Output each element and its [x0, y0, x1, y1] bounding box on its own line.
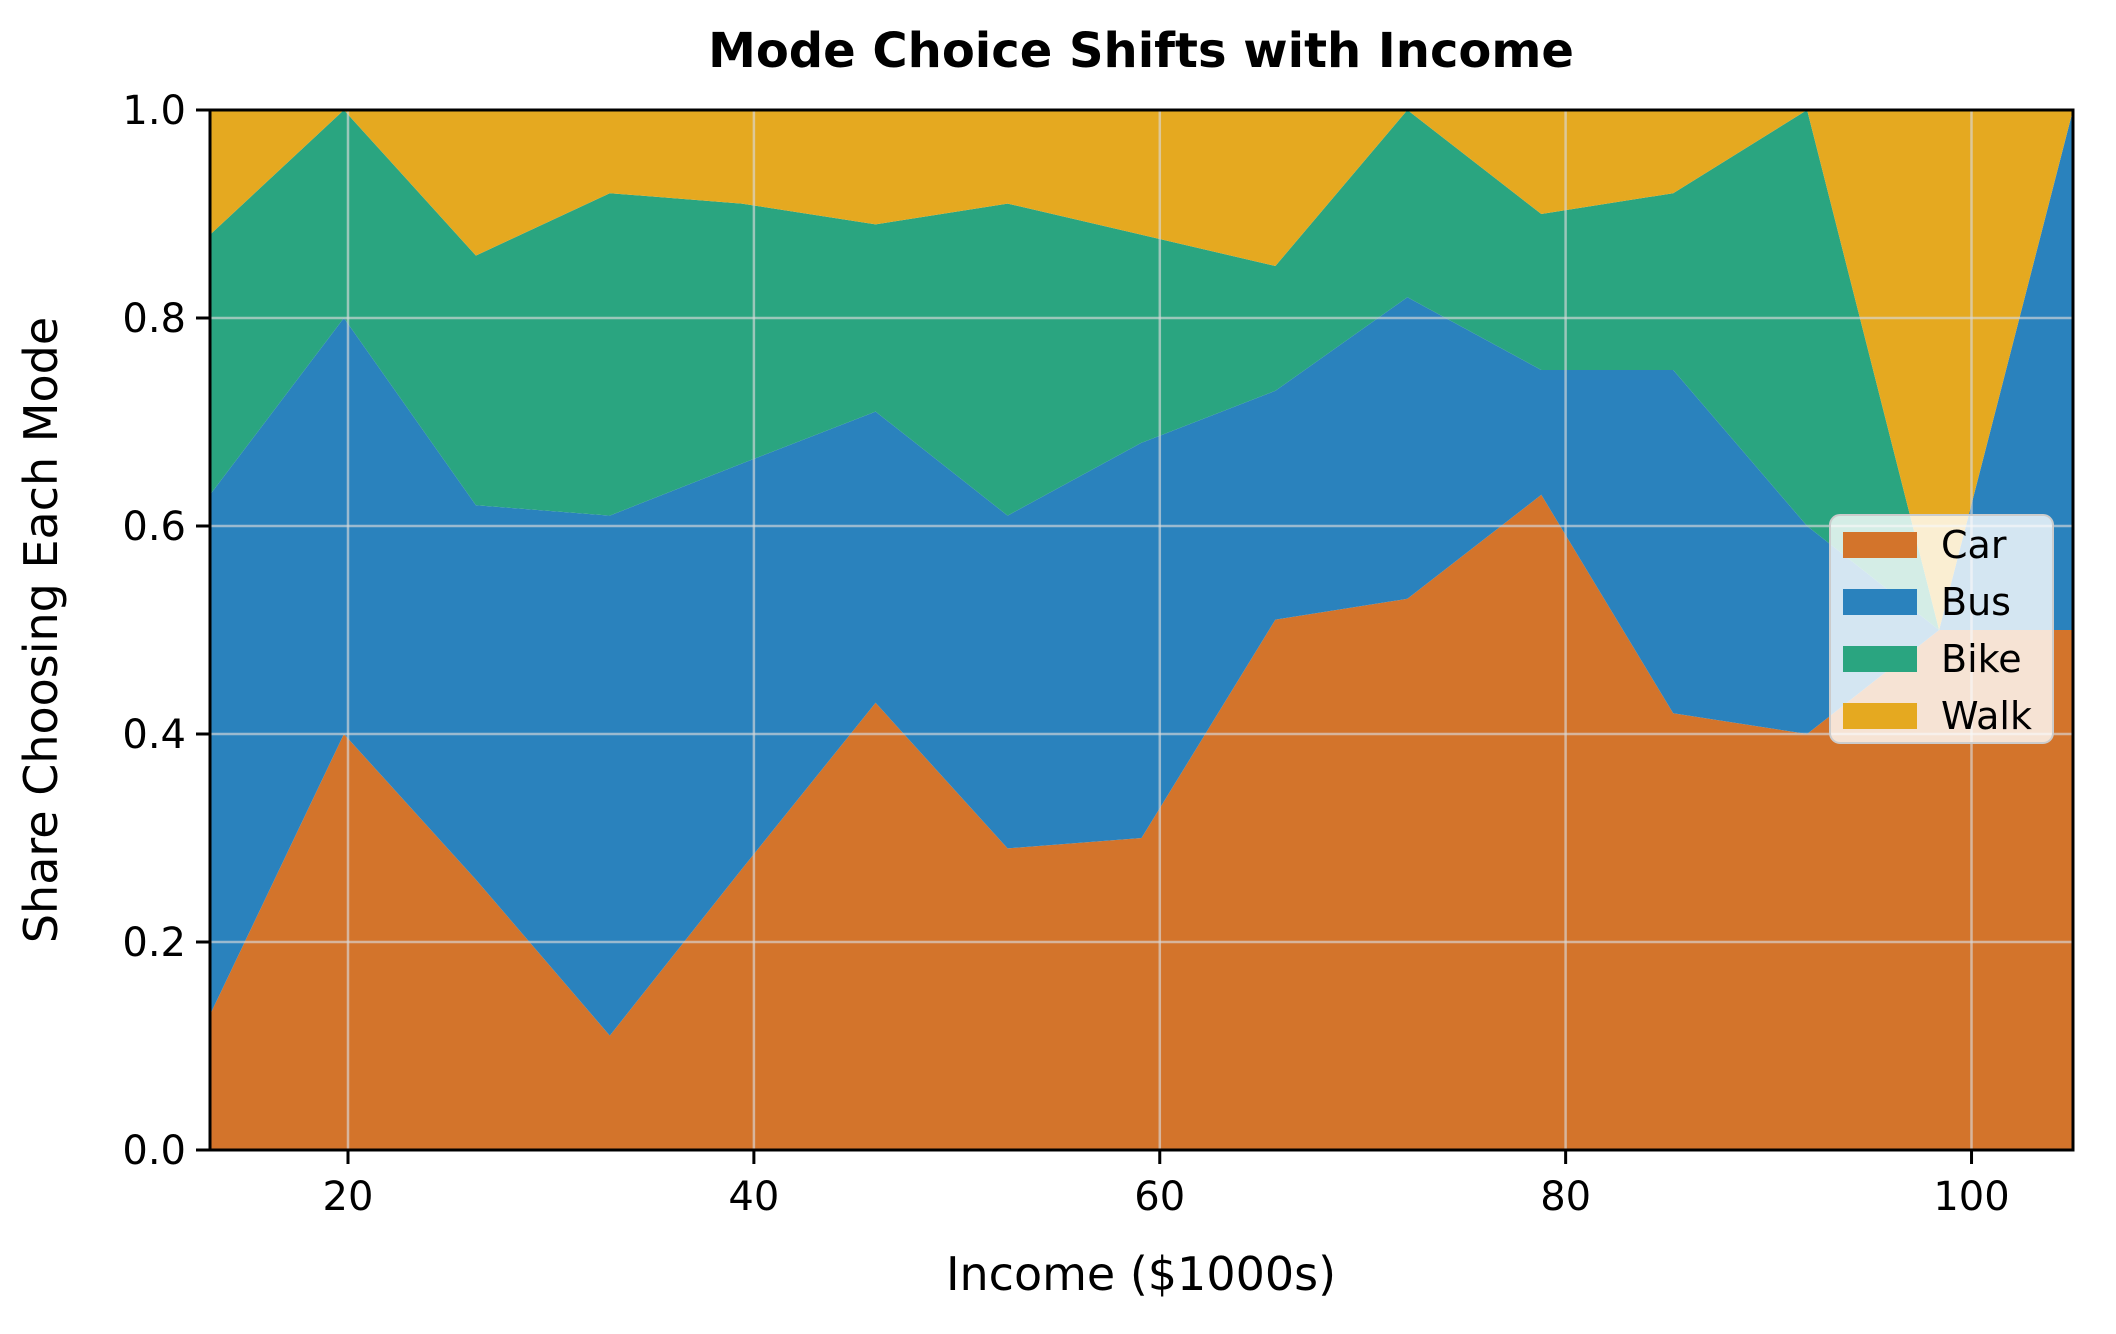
legend-label-car: Car [1941, 523, 2007, 567]
x-tick-label: 60 [1134, 1174, 1185, 1220]
x-tick-label: 40 [728, 1174, 779, 1220]
legend-swatch-bike [1843, 646, 1917, 672]
x-tick-label: 100 [1933, 1174, 2009, 1220]
y-tick-label: 0.2 [122, 920, 186, 966]
area-walk [210, 110, 2073, 630]
area-bus [210, 110, 2073, 1036]
plot-border [208, 108, 2075, 1152]
legend: Car Bus Bike Walk [1829, 514, 2054, 744]
stacked-areas [210, 110, 2073, 1150]
area-bike [210, 110, 2073, 630]
y-tick-label: 0.6 [122, 504, 186, 550]
tick-marks [196, 108, 1974, 1164]
legend-swatch-walk [1843, 703, 1917, 729]
legend-label-walk: Walk [1941, 694, 2032, 738]
y-tick-label: 0.0 [122, 1128, 186, 1174]
x-axis-label: Income ($1000s) [946, 1247, 1336, 1301]
y-tick-label: 1.0 [122, 88, 186, 134]
legend-swatch-bus [1843, 589, 1917, 615]
legend-swatch-car [1843, 532, 1917, 558]
x-tick-label: 20 [323, 1174, 374, 1220]
area-car [210, 494, 2073, 1150]
x-tick-label: 80 [1540, 1174, 1591, 1220]
y-axis-label: Share Choosing Each Mode [14, 317, 68, 943]
tick-labels: 20 40 60 80 100 0.0 0.2 0.4 0.6 0.8 1.0 [122, 88, 2009, 1220]
legend-box [1829, 514, 2054, 744]
chart-title: Mode Choice Shifts with Income [708, 23, 1574, 79]
legend-label-bus: Bus [1941, 580, 2011, 624]
legend-label-bike: Bike [1941, 637, 2022, 681]
y-tick-label: 0.4 [122, 712, 186, 758]
y-tick-label: 0.8 [122, 296, 186, 342]
